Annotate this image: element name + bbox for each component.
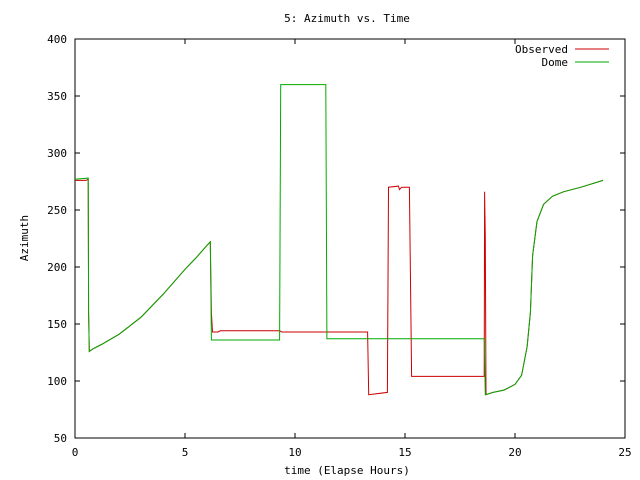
y-tick-label: 250 bbox=[47, 204, 67, 217]
chart-title: 5: Azimuth vs. Time bbox=[284, 12, 410, 25]
x-axis: 0 5 10 15 20 25 bbox=[72, 39, 632, 459]
plot-frame bbox=[74, 38, 626, 439]
x-axis-label: time (Elapse Hours) bbox=[284, 464, 410, 477]
x-tick-label: 15 bbox=[398, 446, 411, 459]
y-tick-label: 50 bbox=[54, 432, 67, 445]
y-tick-label: 300 bbox=[47, 147, 67, 160]
x-tick-label: 10 bbox=[288, 446, 301, 459]
y-tick-label: 400 bbox=[47, 33, 67, 46]
y-tick-label: 200 bbox=[47, 261, 67, 274]
y-tick-label: 100 bbox=[47, 375, 67, 388]
y-tick-label: 150 bbox=[47, 318, 67, 331]
x-tick-label: 0 bbox=[72, 446, 79, 459]
y-axis-label: Azimuth bbox=[18, 215, 31, 261]
x-tick-label: 20 bbox=[508, 446, 521, 459]
y-tick-label: 350 bbox=[47, 90, 67, 103]
y-axis: 50 100 150 200 250 300 350 400 bbox=[47, 33, 625, 445]
x-tick-label: 5 bbox=[182, 446, 189, 459]
x-tick-label: 25 bbox=[618, 446, 631, 459]
series-line-dome bbox=[74, 84, 604, 396]
series-layer bbox=[74, 84, 604, 396]
legend-label-dome: Dome bbox=[542, 56, 569, 69]
legend-label-observed: Observed bbox=[515, 43, 568, 56]
